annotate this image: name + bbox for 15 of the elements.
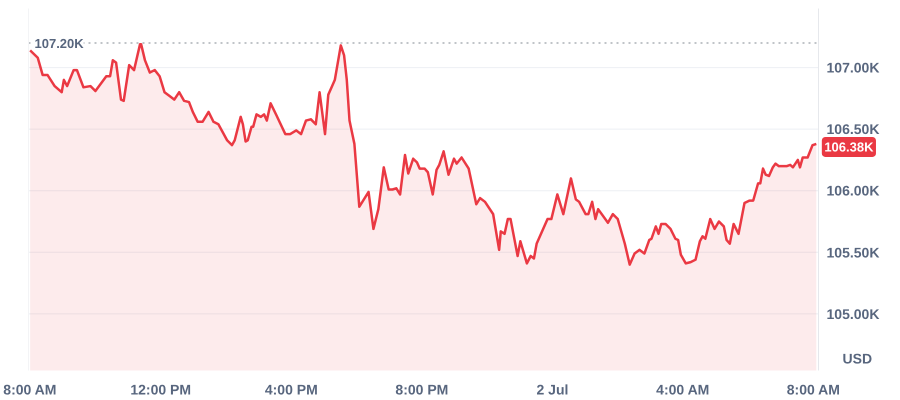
y-tick-label: 106.00K [826, 182, 880, 199]
x-tick-label: 8:00 AM [3, 382, 56, 398]
x-tick-label: 4:00 AM [656, 382, 710, 398]
y-tick-label: 107.00K [826, 60, 880, 76]
x-tick-label: 2 Jul [536, 382, 568, 398]
annotation: 106.38K [824, 139, 874, 154]
y-tick-label: 105.00K [826, 306, 880, 322]
x-tick-label: 8:00 PM [395, 382, 448, 398]
x-tick-label: 4:00 PM [264, 382, 318, 398]
y-tick-label: 106.50K [826, 121, 880, 138]
y-axis-title: USD [842, 350, 872, 366]
x-tick-label: 8:00 AM [786, 382, 840, 398]
ref-line-label: 107.20K [34, 36, 84, 51]
y-tick-label: 105.50K [826, 244, 880, 260]
x-tick-label: 12:00 PM [130, 382, 192, 398]
